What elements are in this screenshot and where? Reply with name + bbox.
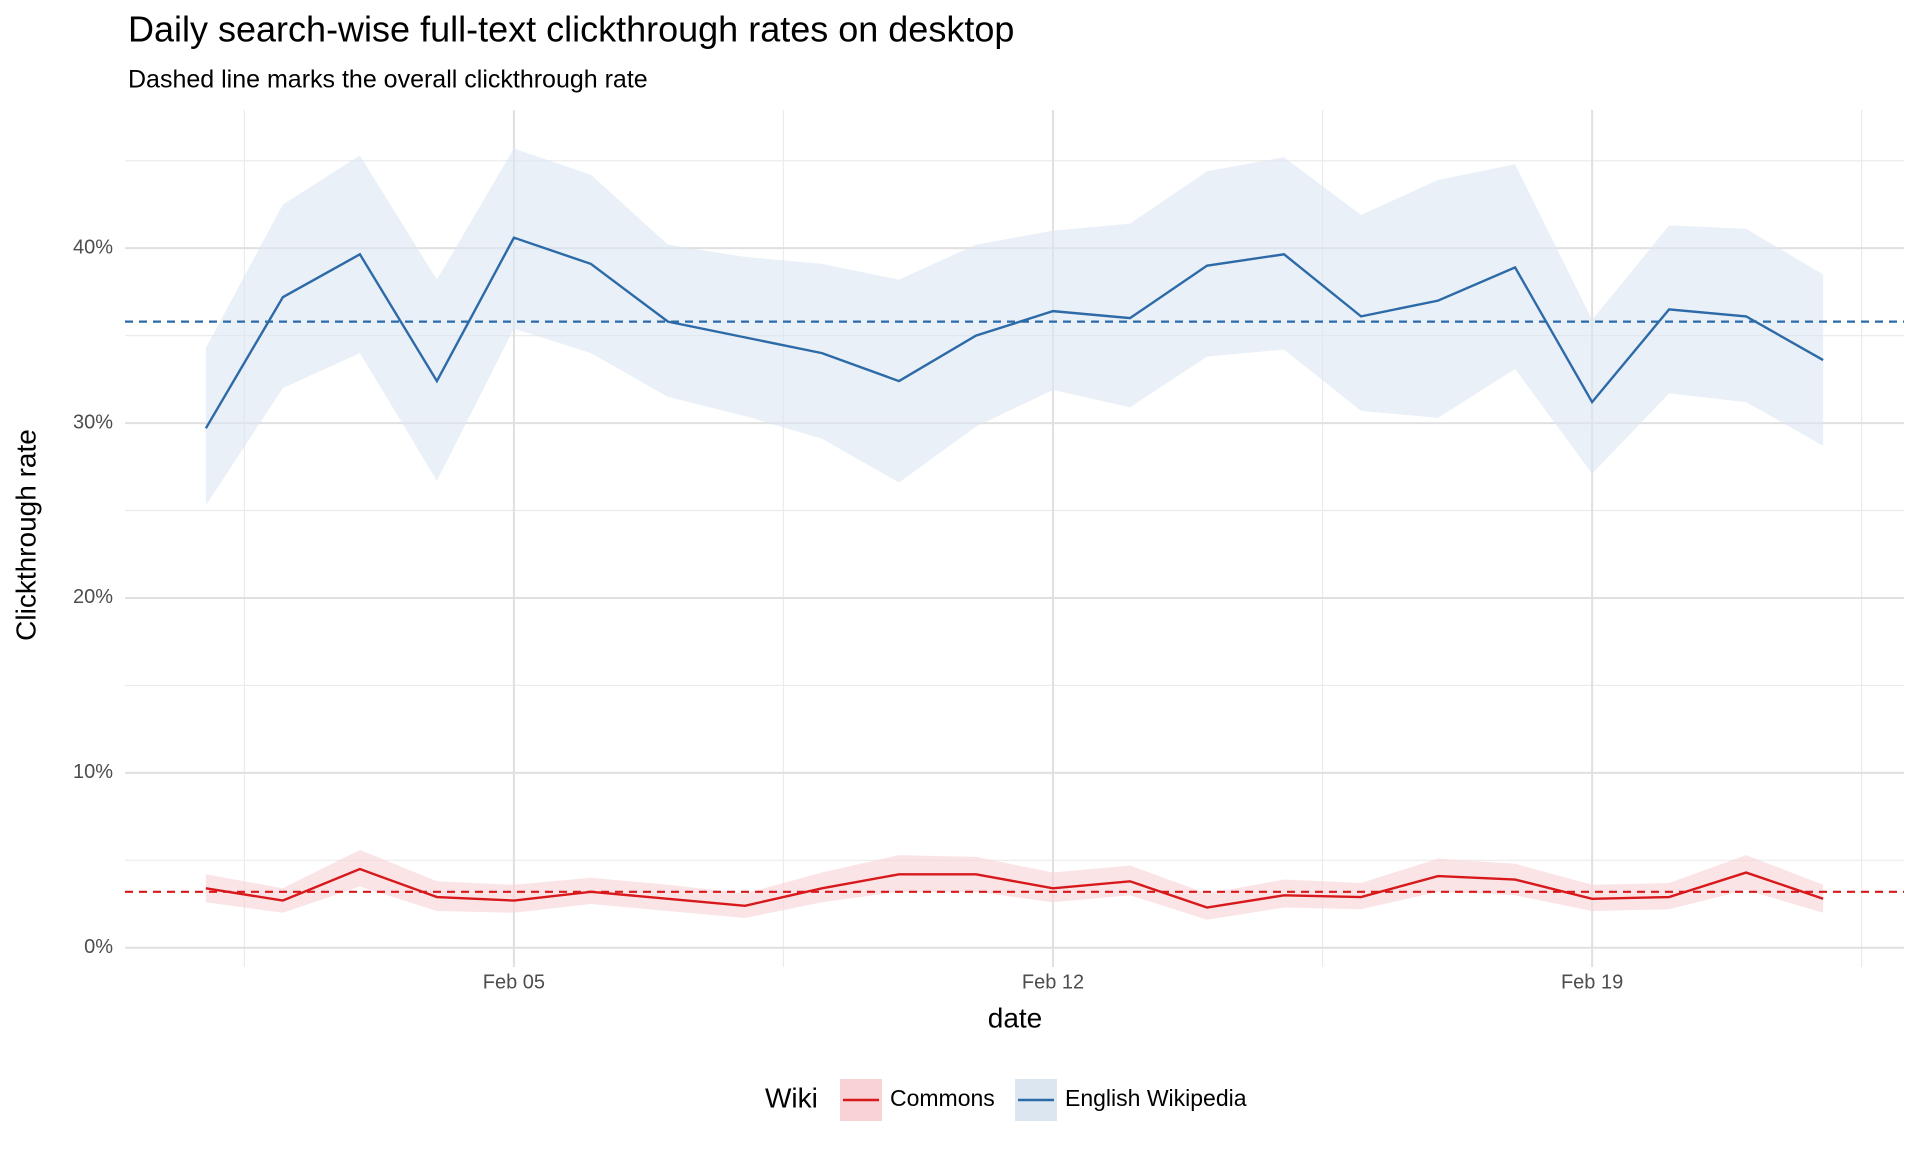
- chart-subtitle: Dashed line marks the overall clickthrou…: [128, 66, 648, 94]
- x-tick-label: Feb 19: [1561, 971, 1623, 993]
- x-axis-title: date: [988, 1002, 1043, 1033]
- legend-label: English Wikipedia: [1065, 1085, 1247, 1111]
- y-tick-label: 30%: [73, 411, 113, 433]
- x-tick-label: Feb 12: [1022, 971, 1084, 993]
- confidence-ribbon: [205, 849, 1824, 920]
- y-tick-label: 0%: [84, 936, 113, 958]
- y-tick-label: 20%: [73, 586, 113, 608]
- series-line: [205, 867, 1824, 909]
- y-tick-label: 10%: [73, 761, 113, 783]
- y-axis-title: Clickthrough rate: [10, 429, 41, 641]
- y-tick-label: 40%: [73, 236, 113, 258]
- x-tick-label: Feb 05: [483, 971, 545, 993]
- series-line: [204, 236, 1824, 429]
- legend-label: Commons: [890, 1085, 995, 1111]
- confidence-ribbon: [205, 148, 1824, 506]
- legend-title: Wiki: [765, 1082, 818, 1113]
- chart-title: Daily search-wise full-text clickthrough…: [128, 9, 1014, 50]
